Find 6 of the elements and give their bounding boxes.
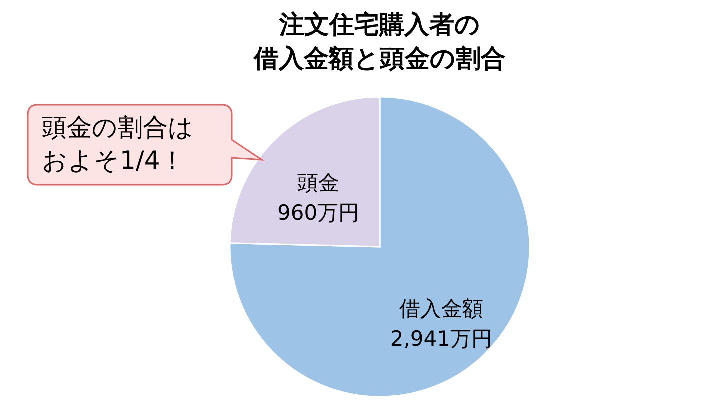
pie-slice xyxy=(229,96,531,398)
slice-label: 借入金額 xyxy=(399,296,484,321)
data-label: 960万円 xyxy=(277,201,360,226)
slice-label: 頭金 xyxy=(298,171,340,196)
chart-title: 注文住宅購入者の借入金額と頭金の割合 xyxy=(253,10,506,73)
data-label: 2,941万円 xyxy=(390,326,493,351)
